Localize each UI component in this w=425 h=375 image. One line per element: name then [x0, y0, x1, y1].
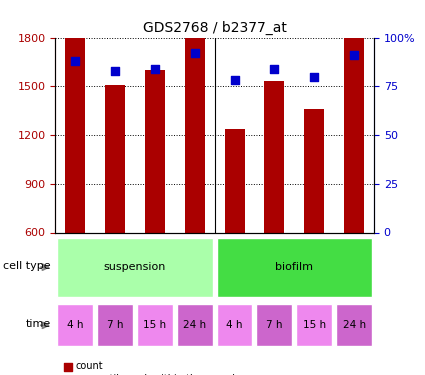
FancyBboxPatch shape	[57, 304, 93, 346]
FancyBboxPatch shape	[256, 304, 292, 346]
Text: cell type: cell type	[3, 261, 51, 271]
Text: 15 h: 15 h	[303, 320, 326, 330]
Bar	[145, 70, 165, 232]
Text: 15 h: 15 h	[143, 320, 167, 330]
Text: 4 h: 4 h	[226, 320, 243, 330]
Text: time: time	[26, 320, 51, 329]
Bar	[304, 109, 324, 232]
FancyBboxPatch shape	[336, 304, 372, 346]
FancyBboxPatch shape	[296, 304, 332, 346]
Bar	[65, 26, 85, 233]
FancyBboxPatch shape	[97, 304, 133, 346]
Text: 7 h: 7 h	[266, 320, 283, 330]
Point	[231, 77, 238, 83]
Point	[72, 58, 79, 64]
FancyBboxPatch shape	[217, 304, 252, 346]
Point	[112, 68, 119, 74]
Text: suspension: suspension	[104, 262, 166, 272]
Bar	[224, 129, 244, 232]
Point	[191, 50, 198, 56]
Point	[311, 74, 317, 80]
Bar	[185, 0, 205, 232]
Text: 24 h: 24 h	[343, 320, 366, 330]
Text: biofilm: biofilm	[275, 262, 313, 272]
Title: GDS2768 / b2377_at: GDS2768 / b2377_at	[143, 21, 286, 35]
Text: 7 h: 7 h	[107, 320, 123, 330]
Text: 24 h: 24 h	[183, 320, 206, 330]
Bar	[264, 81, 284, 232]
FancyBboxPatch shape	[177, 304, 212, 346]
Bar	[344, 33, 364, 232]
Point	[151, 66, 158, 72]
FancyBboxPatch shape	[57, 238, 212, 297]
FancyBboxPatch shape	[137, 304, 173, 346]
Text: 4 h: 4 h	[67, 320, 83, 330]
FancyBboxPatch shape	[217, 238, 372, 297]
Bar	[105, 86, 125, 232]
Point	[271, 66, 278, 72]
Legend: count, percentile rank within the sample: count, percentile rank within the sample	[60, 357, 244, 375]
Point	[351, 52, 357, 58]
